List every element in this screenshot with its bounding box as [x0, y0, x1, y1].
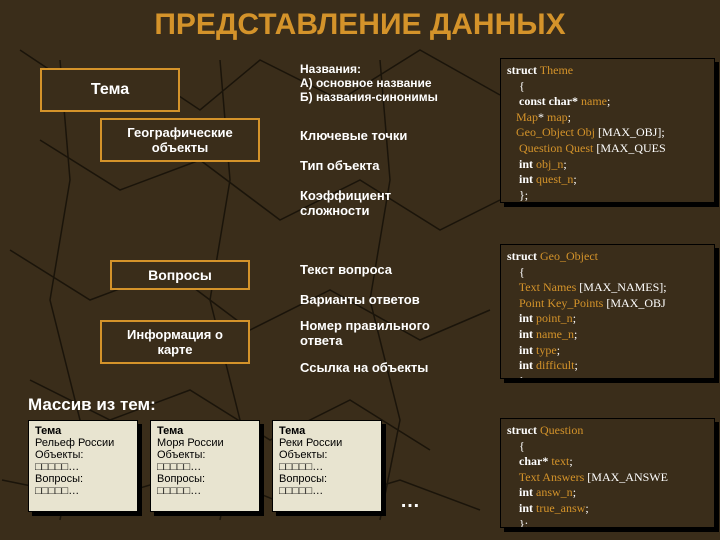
- theme-card-1: ТемаМоря РоссииОбъекты:□□□□□…Вопросы:□□□…: [150, 420, 260, 512]
- theme-card-2: ТемаРеки РоссииОбъекты:□□□□□…Вопросы:□□□…: [272, 420, 382, 512]
- ellipsis: …: [400, 490, 420, 513]
- theme-card-0: ТемаРельеф РоссииОбъекты:□□□□□…Вопросы:□…: [28, 420, 138, 512]
- label-7: Ссылка на объекты: [300, 360, 428, 375]
- label-5: Варианты ответов: [300, 292, 420, 307]
- box-questions: Вопросы: [110, 260, 250, 290]
- box-theme: Тема: [40, 68, 180, 112]
- label-6: Номер правильного ответа: [300, 318, 430, 348]
- label-3: Коэффициент сложности: [300, 188, 391, 218]
- label-2: Тип объекта: [300, 158, 380, 173]
- box-geoobj: Географические объекты: [100, 118, 260, 162]
- code-panel-2: struct Question { char* text; Text Answe…: [500, 418, 715, 528]
- array-heading: Массив из тем:: [28, 395, 156, 415]
- label-0: Названия: А) основное название Б) назван…: [300, 62, 438, 104]
- label-4: Текст вопроса: [300, 262, 392, 277]
- page-title: ПРЕДСТАВЛЕНИЕ ДАННЫХ: [0, 0, 720, 42]
- code-panel-0: struct Theme { const char* name; Map* ma…: [500, 58, 715, 203]
- label-1: Ключевые точки: [300, 128, 407, 143]
- code-panel-1: struct Geo_Object { Text Names [MAX_NAME…: [500, 244, 715, 379]
- box-mapinfo: Информация о карте: [100, 320, 250, 364]
